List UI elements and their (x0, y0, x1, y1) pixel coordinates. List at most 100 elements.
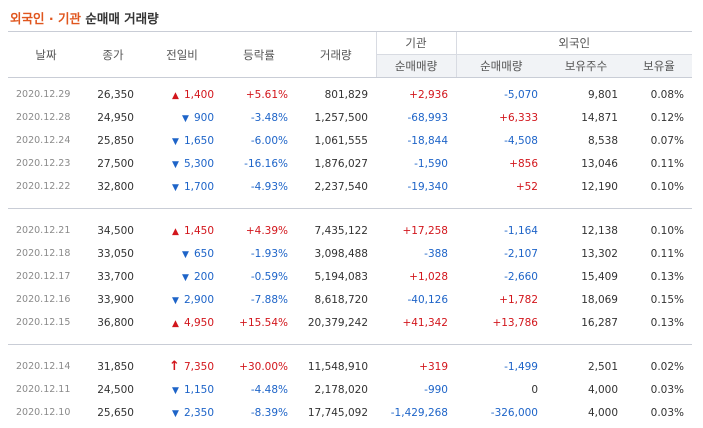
institution-net-cell: -1,590 (414, 157, 448, 170)
down-triangle-icon: ▼ (182, 249, 189, 260)
foreign-ratio-cell: 0.13% (650, 270, 684, 283)
header-foreign-shares: 보유주수 (546, 54, 626, 78)
foreign-shares-cell: 9,801 (587, 88, 618, 101)
foreign-net-cell: +1,782 (499, 293, 538, 306)
close-cell: 27,500 (97, 157, 134, 170)
foreign-ratio-cell: 0.12% (650, 111, 684, 124)
foreign-shares-cell: 12,138 (581, 224, 618, 237)
date-cell: 2020.12.24 (16, 135, 71, 146)
foreign-shares-cell: 14,871 (581, 111, 618, 124)
table-row: 2020.12.18 33,050 ▼ 650 -1.93% 3,098,488 -388 -… (8, 242, 692, 265)
down-triangle-icon: ▼ (182, 272, 189, 283)
close-cell: 24,950 (97, 111, 134, 124)
foreign-ratio-cell: 0.08% (650, 88, 684, 101)
volume-cell: 2,178,020 (314, 383, 368, 396)
table-row: 2020.12.23 27,500 ▼ 5,300 -16.16% 1,876,027 -1… (8, 152, 692, 175)
volume-cell: 3,098,488 (314, 247, 368, 260)
close-cell: 26,350 (97, 88, 134, 101)
close-cell: 25,650 (97, 406, 134, 419)
foreign-ratio-cell: 0.02% (650, 360, 684, 373)
volume-cell: 11,548,910 (307, 360, 368, 373)
volume-cell: 1,876,027 (314, 157, 368, 170)
spacer-cell (8, 209, 692, 219)
foreign-ratio-cell: 0.07% (650, 134, 684, 147)
date-cell: 2020.12.16 (16, 294, 71, 305)
header-foreign-group: 외국인 (455, 31, 692, 55)
table-row: 2020.12.15 36,800 ▲ 4,950 +15.54% 20,379,242 +… (8, 311, 692, 334)
close-cell: 31,850 (97, 360, 134, 373)
foreign-shares-cell: 13,302 (581, 247, 618, 260)
rate-cell: +30.00% (239, 360, 288, 373)
close-cell: 33,700 (97, 270, 134, 283)
change-cell: ▲ 1,400 (142, 83, 222, 106)
foreign-shares-cell: 16,287 (581, 316, 618, 329)
foreign-shares-cell: 18,069 (581, 293, 618, 306)
down-triangle-icon: ▼ (172, 159, 179, 170)
change-value: 1,650 (183, 134, 214, 147)
header-foreign-net: 순매매량 (455, 54, 546, 78)
change-cell: ▼ 1,150 (142, 378, 222, 401)
institution-net-cell: -990 (424, 383, 448, 396)
institution-net-cell: +1,028 (409, 270, 448, 283)
down-triangle-icon: ▼ (172, 408, 179, 419)
foreign-net-cell: +13,786 (492, 316, 538, 329)
foreign-net-cell: 0 (531, 383, 538, 396)
header-institution-group: 기관 (375, 31, 456, 55)
header-foreign-ratio: 보유율 (626, 54, 692, 78)
header-close: 종가 (84, 31, 142, 78)
table-row: 2020.12.22 32,800 ▼ 1,700 -4.93% 2,237,540 -19… (8, 175, 692, 198)
rate-cell: -8.39% (250, 406, 288, 419)
table-body: 2020.12.29 26,350 ▲ 1,400 +5.61% 801,829 +2,93… (8, 78, 692, 425)
table-row: 2020.12.14 31,850 ↑ 7,350 +30.00% 11,548,910 +… (8, 355, 692, 378)
change-cell: ▼ 2,350 (142, 401, 222, 424)
close-cell: 25,850 (97, 134, 134, 147)
date-cell: 2020.12.15 (16, 317, 71, 328)
foreign-shares-cell: 15,409 (581, 270, 618, 283)
down-triangle-icon: ▼ (172, 295, 179, 306)
spacer-cell (8, 345, 692, 355)
foreign-shares-cell: 4,000 (587, 383, 618, 396)
title-foreign-institution: 외국인 · 기관 (10, 11, 81, 26)
change-cell: ▼ 2,900 (142, 288, 222, 311)
rate-cell: -16.16% (244, 157, 288, 170)
rate-cell: +4.39% (245, 224, 288, 237)
down-triangle-icon: ▼ (172, 182, 179, 193)
institution-net-cell: -19,340 (407, 180, 448, 193)
foreign-net-cell: -5,070 (504, 88, 538, 101)
change-cell: ↑ 7,350 (142, 355, 222, 378)
row-spacer (8, 345, 692, 355)
change-value: 1,700 (183, 180, 214, 193)
volume-cell: 2,237,540 (314, 180, 368, 193)
foreign-net-cell: +52 (515, 180, 538, 193)
volume-cell: 20,379,242 (307, 316, 368, 329)
institution-net-cell: -68,993 (407, 111, 448, 124)
row-spacer (8, 209, 692, 219)
change-value: 1,450 (183, 224, 214, 237)
close-cell: 34,500 (97, 224, 134, 237)
table-row: 2020.12.16 33,900 ▼ 2,900 -7.88% 8,618,720 -40… (8, 288, 692, 311)
date-cell: 2020.12.29 (16, 89, 71, 100)
date-cell: 2020.12.28 (16, 112, 71, 123)
date-cell: 2020.12.22 (16, 181, 71, 192)
change-cell: ▲ 4,950 (142, 311, 222, 334)
title-net-volume: 순매매 거래량 (85, 11, 159, 26)
change-cell: ▼ 900 (142, 106, 222, 129)
foreign-shares-cell: 8,538 (587, 134, 618, 147)
institution-net-cell: -388 (424, 247, 448, 260)
table-row: 2020.12.17 33,700 ▼ 200 -0.59% 5,194,083 +1,02… (8, 265, 692, 288)
rate-cell: -0.59% (250, 270, 288, 283)
down-triangle-icon: ▼ (182, 113, 189, 124)
date-cell: 2020.12.10 (16, 407, 71, 418)
volume-cell: 1,061,555 (314, 134, 368, 147)
institution-net-cell: -1,429,268 (390, 406, 448, 419)
up-triangle-icon: ▲ (172, 318, 179, 329)
rate-cell: -1.93% (250, 247, 288, 260)
rate-cell: +15.54% (239, 316, 288, 329)
change-value: 200 (193, 270, 214, 283)
institution-net-cell: -40,126 (407, 293, 448, 306)
close-cell: 24,500 (97, 383, 134, 396)
change-value: 5,300 (183, 157, 214, 170)
table-row: 2020.12.10 25,650 ▼ 2,350 -8.39% 17,745,092 -1… (8, 401, 692, 424)
volume-cell: 5,194,083 (314, 270, 368, 283)
header-institution-net: 순매매량 (375, 54, 456, 78)
